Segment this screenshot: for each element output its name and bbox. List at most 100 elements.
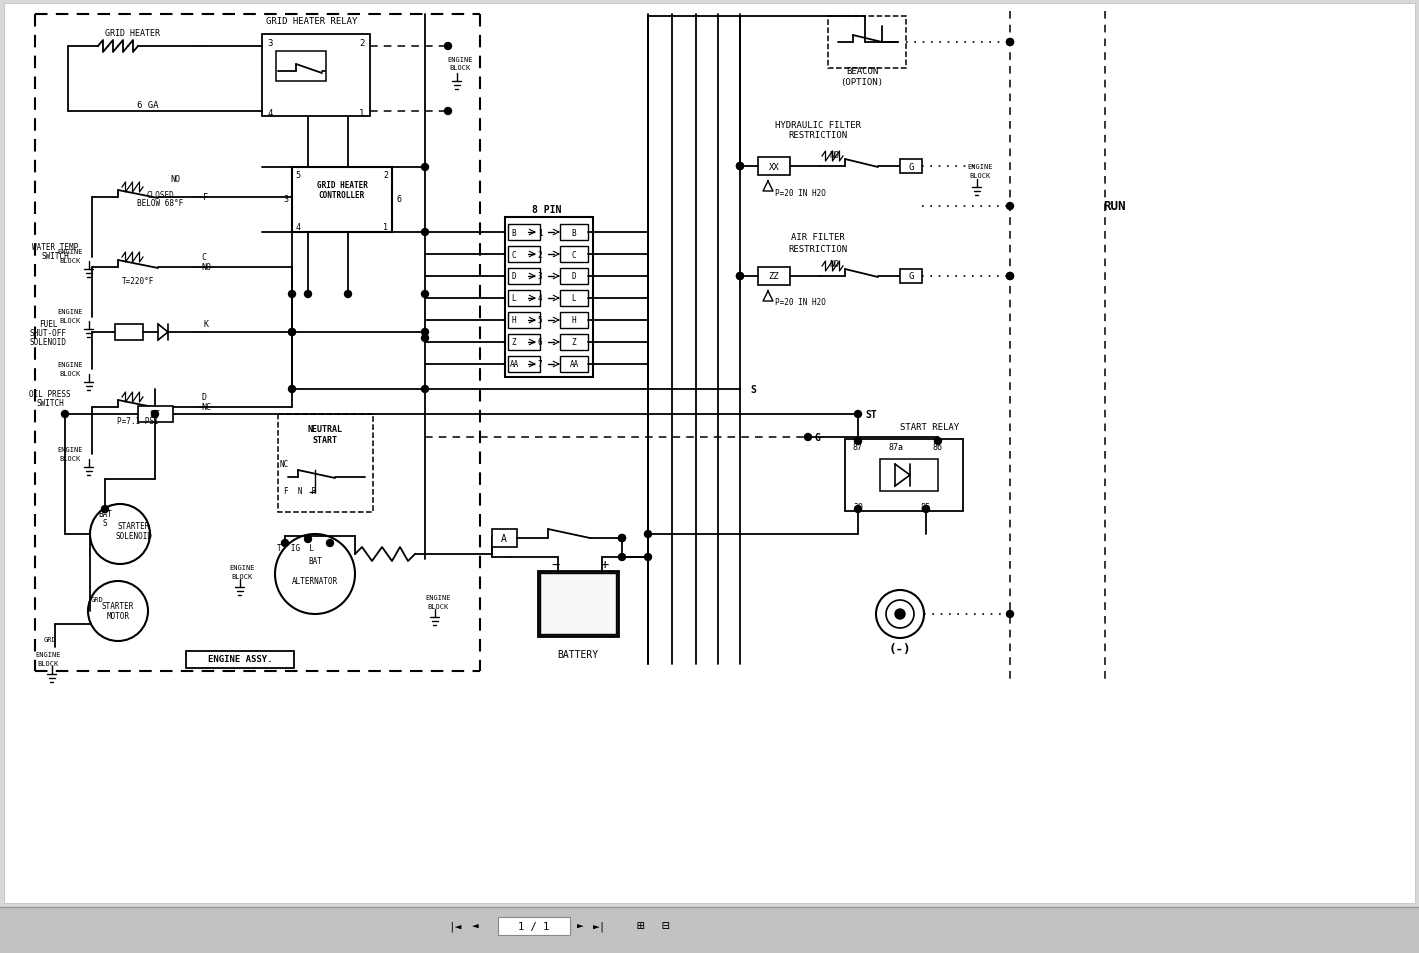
Bar: [541, 574, 616, 635]
Bar: [492, 530, 517, 547]
Circle shape: [444, 44, 451, 51]
Text: NO: NO: [170, 175, 180, 184]
Circle shape: [736, 274, 744, 280]
Text: B: B: [572, 229, 576, 237]
Text: BEACON: BEACON: [846, 68, 878, 76]
Circle shape: [1006, 39, 1013, 47]
Text: START: START: [312, 436, 338, 445]
Text: 5: 5: [295, 171, 301, 179]
Bar: [561, 335, 587, 351]
Text: (OPTION): (OPTION): [840, 77, 884, 87]
Text: ENGINE: ENGINE: [447, 57, 473, 63]
Circle shape: [644, 531, 651, 537]
Text: Z: Z: [572, 338, 576, 347]
Text: GRID HEATER: GRID HEATER: [316, 180, 368, 190]
Text: NO: NO: [201, 263, 211, 273]
Text: STARTER: STARTER: [118, 522, 150, 531]
Text: 85: 85: [921, 503, 931, 512]
Text: HYDRAULIC FILTER: HYDRAULIC FILTER: [775, 120, 861, 130]
Text: L: L: [572, 294, 576, 303]
Circle shape: [619, 535, 626, 542]
Text: AA: AA: [569, 360, 579, 369]
Bar: [508, 247, 541, 263]
Text: GRID HEATER: GRID HEATER: [105, 29, 160, 37]
Text: BLOCK: BLOCK: [60, 456, 81, 461]
Text: BLOCK: BLOCK: [37, 660, 58, 666]
Circle shape: [736, 274, 744, 280]
Circle shape: [854, 506, 861, 513]
Text: B: B: [512, 229, 517, 237]
Text: GRD: GRD: [91, 597, 104, 602]
Circle shape: [305, 536, 312, 543]
Circle shape: [152, 411, 159, 418]
Text: D: D: [201, 393, 207, 402]
Text: BLOCK: BLOCK: [450, 65, 471, 71]
Text: ALTERNATOR: ALTERNATOR: [292, 577, 338, 586]
Text: BLOCK: BLOCK: [60, 371, 81, 376]
Text: 2: 2: [359, 38, 365, 48]
Text: GRID HEATER RELAY: GRID HEATER RELAY: [267, 17, 358, 27]
Bar: [561, 225, 587, 241]
Text: 3: 3: [284, 195, 288, 204]
Text: T  IG  L: T IG L: [278, 544, 315, 553]
Text: GRD: GRD: [44, 637, 57, 642]
Text: D: D: [572, 273, 576, 281]
Text: BATTERY: BATTERY: [558, 649, 599, 659]
Text: A: A: [501, 534, 507, 543]
Text: ST: ST: [866, 410, 877, 419]
Text: WATER TEMP: WATER TEMP: [31, 243, 78, 253]
Text: ENGINE: ENGINE: [968, 164, 993, 170]
Circle shape: [275, 535, 355, 615]
Text: MOTOR: MOTOR: [106, 612, 129, 620]
Text: ENGINE: ENGINE: [426, 595, 451, 600]
Circle shape: [61, 411, 68, 418]
Text: BLOCK: BLOCK: [427, 603, 448, 609]
Bar: [278, 415, 373, 513]
Circle shape: [854, 438, 861, 445]
Text: NC: NC: [280, 460, 288, 469]
Text: 87a: 87a: [888, 443, 904, 452]
Circle shape: [102, 506, 108, 513]
Text: S: S: [102, 519, 108, 528]
Text: ENGINE: ENGINE: [57, 249, 82, 254]
Text: 6: 6: [396, 195, 402, 204]
Bar: [900, 270, 922, 284]
Circle shape: [1006, 274, 1013, 280]
Circle shape: [1006, 274, 1013, 280]
Circle shape: [421, 386, 429, 393]
Text: SOLENOID: SOLENOID: [30, 338, 67, 347]
Text: ◄: ◄: [471, 921, 478, 931]
Text: 8 PIN: 8 PIN: [532, 205, 562, 214]
Text: 2: 2: [383, 171, 389, 179]
Text: SHUT-OFF: SHUT-OFF: [30, 329, 67, 338]
Bar: [561, 313, 587, 329]
Text: 4: 4: [267, 109, 272, 117]
Text: |◄: |◄: [448, 921, 461, 931]
Text: −: −: [552, 558, 561, 572]
Text: 1 / 1: 1 / 1: [518, 921, 549, 931]
Text: L: L: [512, 294, 517, 303]
Text: BAT: BAT: [308, 557, 322, 566]
Text: 4: 4: [295, 223, 301, 233]
Bar: [538, 572, 619, 637]
Text: ENGINE ASSY.: ENGINE ASSY.: [207, 655, 272, 664]
Text: 86: 86: [934, 443, 944, 452]
Text: 7: 7: [538, 360, 542, 369]
Circle shape: [876, 590, 924, 639]
Text: ENGINE: ENGINE: [57, 447, 82, 453]
Bar: [880, 459, 938, 492]
Text: ►: ►: [576, 921, 583, 931]
Bar: [561, 356, 587, 373]
Text: 3: 3: [538, 273, 542, 281]
Text: K: K: [203, 320, 209, 329]
Circle shape: [885, 600, 914, 628]
Bar: [115, 325, 143, 340]
Bar: [508, 335, 541, 351]
Bar: [758, 158, 790, 175]
Text: ZZ: ZZ: [769, 273, 779, 281]
Text: BELOW 68°F: BELOW 68°F: [136, 199, 183, 209]
Text: 5: 5: [538, 316, 542, 325]
Text: ⊟: ⊟: [661, 920, 668, 933]
Text: STARTER: STARTER: [102, 602, 135, 611]
Circle shape: [288, 329, 295, 336]
